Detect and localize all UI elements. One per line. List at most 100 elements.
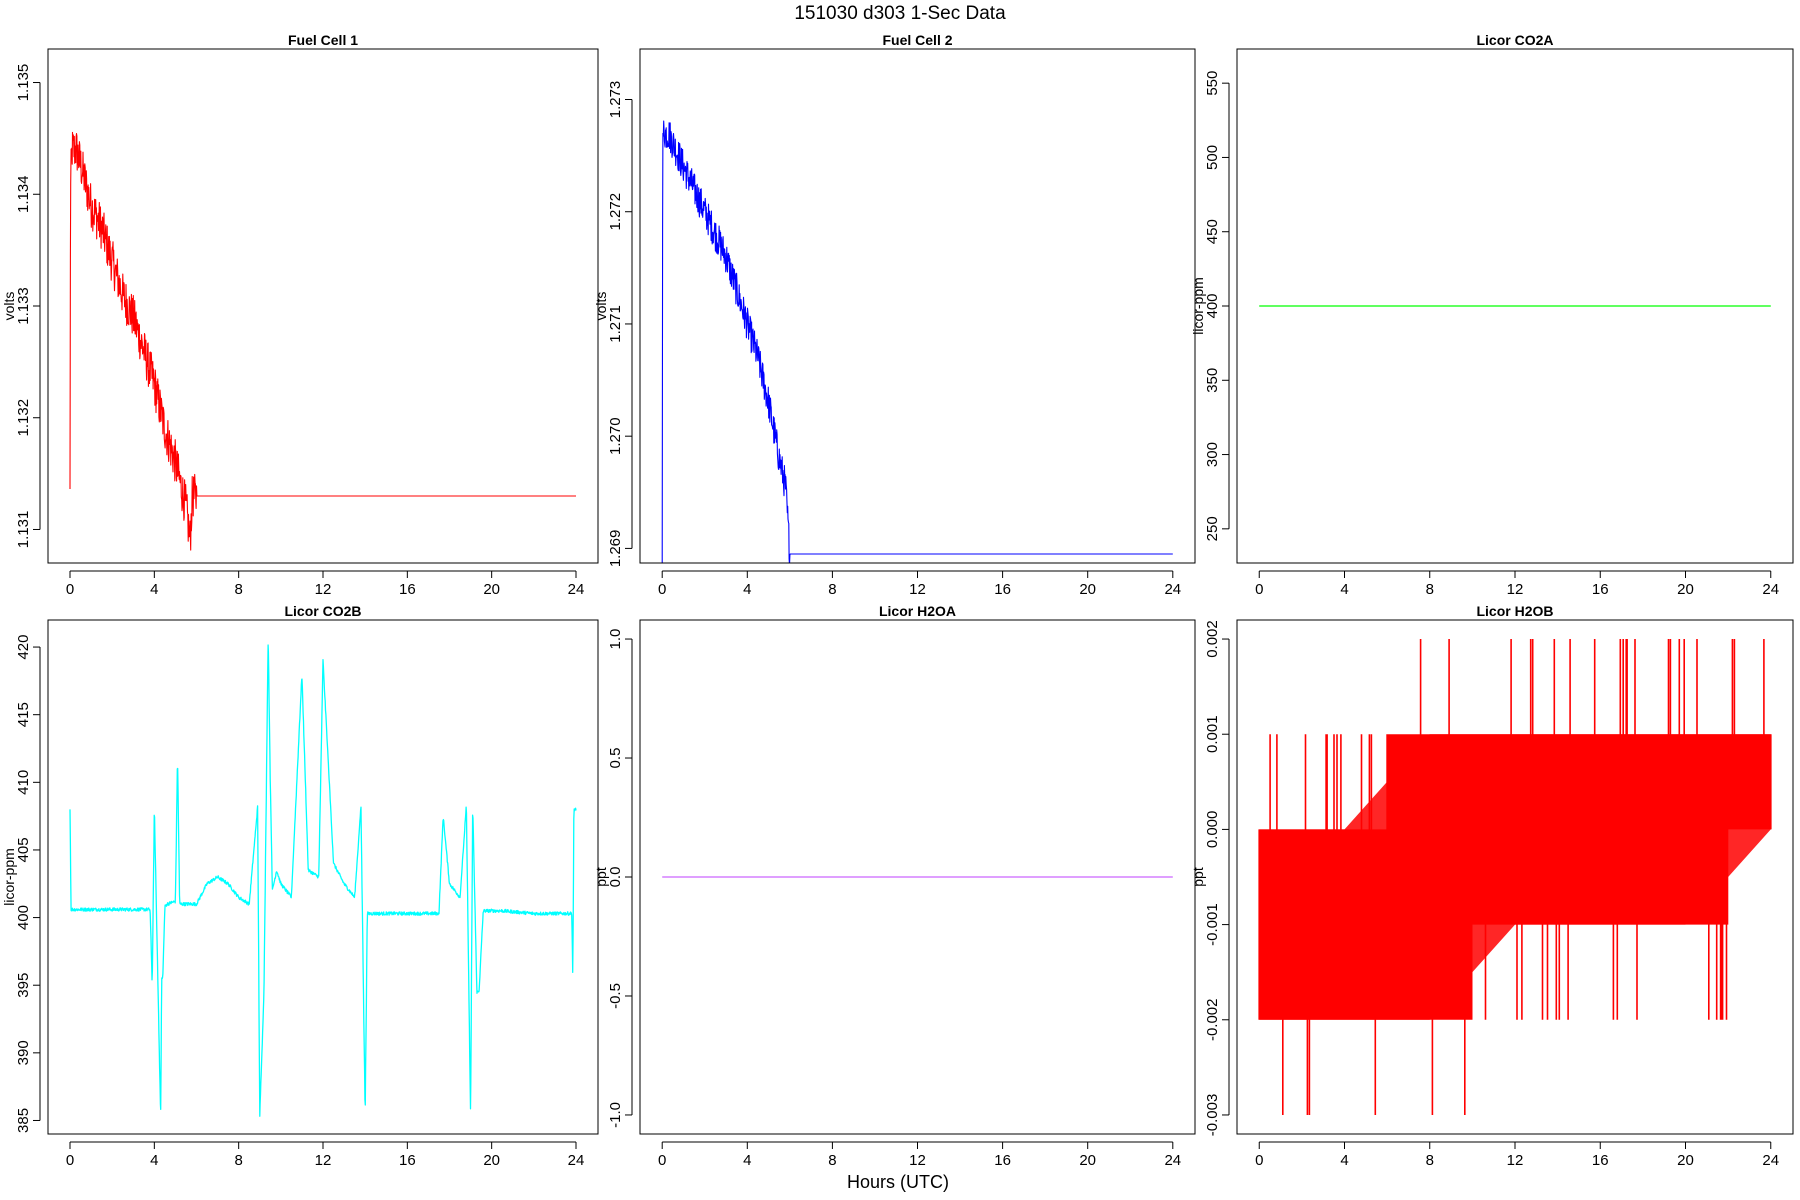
y-tick-label: 0.002 (1204, 620, 1221, 658)
x-tick-label: 20 (1677, 581, 1694, 598)
y-tick-label: -0.003 (1204, 1094, 1221, 1137)
y-tick-label: 1.0 (607, 629, 624, 650)
chart-panel: Licor H2OA ppt 0 4 8 12 16 20 24 -1.0 -0.5 0.0 0.5 1.… (593, 603, 1196, 1169)
x-tick-label: 4 (150, 581, 158, 598)
x-tick-label: 20 (483, 1152, 500, 1169)
plot-frame (639, 48, 1196, 564)
y-tick-label: 450 (1204, 219, 1221, 244)
chart-panel: Licor CO2B licor-ppm 0 4 8 12 16 20 24 385 390 395 4… (1, 603, 599, 1169)
y-tick-label: 420 (15, 635, 32, 660)
x-tick-label: 16 (1592, 581, 1609, 598)
y-tick-label: 500 (1204, 145, 1221, 170)
y-tick-label: 1.269 (607, 530, 624, 568)
plot-frame (47, 619, 599, 1135)
x-tick-label: 0 (66, 1152, 74, 1169)
chart-panel: Licor H2OB ppt 0 4 8 12 16 20 24 -0.003 -0.002 -0.0… (1190, 603, 1794, 1169)
plot-frame (639, 619, 1196, 1135)
y-tick-label: 390 (15, 1040, 32, 1065)
y-axis-label: licor-ppm (1, 848, 17, 906)
x-tick-label: 0 (1255, 581, 1263, 598)
plot-frame (1236, 619, 1794, 1135)
x-tick-label: 12 (1507, 581, 1524, 598)
x-tick-label: 16 (994, 1152, 1011, 1169)
y-tick-label: 1.133 (15, 287, 32, 325)
y-axis-label: licor-ppm (1190, 277, 1206, 335)
y-tick-label: 0.0 (607, 867, 624, 888)
y-tick-label: 1.270 (607, 417, 624, 455)
x-tick-label: 24 (1762, 581, 1779, 598)
y-tick-label: -1.0 (607, 1102, 624, 1128)
plot-area (69, 644, 577, 1117)
x-tick-label: 4 (743, 581, 751, 598)
x-tick-label: 24 (1762, 1152, 1779, 1169)
chart-title: Licor H2OA (879, 603, 956, 619)
y-tick-label: 0.5 (607, 748, 624, 769)
y-tick-label: 395 (15, 973, 32, 998)
x-tick-label: 20 (1677, 1152, 1694, 1169)
y-tick-label: 385 (15, 1108, 32, 1133)
x-tick-label: 8 (1426, 581, 1434, 598)
x-tick-label: 0 (658, 1152, 666, 1169)
x-tick-label: 0 (658, 581, 666, 598)
plot-frame (1236, 48, 1794, 564)
chart-panel: Fuel Cell 2 volts 0 4 8 12 16 20 24 1.269 1.270 1.2… (593, 32, 1196, 598)
data-band (1259, 734, 1771, 1020)
y-axis-label: ppt (593, 867, 609, 887)
data-series (69, 131, 577, 551)
x-tick-label: 4 (150, 1152, 158, 1169)
chart-title: Licor CO2A (1476, 32, 1553, 48)
x-tick-label: 4 (1340, 1152, 1348, 1169)
x-tick-label: 8 (828, 1152, 836, 1169)
x-tick-label: 8 (1426, 1152, 1434, 1169)
chart-panel: Licor CO2A licor-ppm 0 4 8 12 16 20 24 250 300 350 4… (1190, 32, 1794, 598)
chart-title: Licor H2OB (1476, 603, 1553, 619)
y-axis-label: volts (593, 292, 609, 321)
y-tick-label: 550 (1204, 71, 1221, 96)
y-tick-label: 250 (1204, 516, 1221, 541)
x-tick-label: 4 (1340, 581, 1348, 598)
x-tick-label: 0 (1255, 1152, 1263, 1169)
y-tick-label: 400 (1204, 293, 1221, 318)
data-series (69, 644, 577, 1117)
x-tick-label: 20 (483, 581, 500, 598)
y-axis-label: ppt (1190, 867, 1206, 887)
y-tick-label: 410 (15, 770, 32, 795)
x-tick-label: 12 (909, 1152, 926, 1169)
x-tick-label: 16 (994, 581, 1011, 598)
y-tick-label: -0.5 (607, 983, 624, 1009)
y-tick-label: 1.271 (607, 305, 624, 343)
y-tick-label: 400 (15, 905, 32, 930)
plot-area (661, 120, 1173, 563)
data-series (661, 120, 1173, 563)
plot-area (69, 131, 577, 551)
x-tick-label: 24 (568, 581, 585, 598)
y-tick-label: 0.001 (1204, 715, 1221, 753)
plot-area (1258, 639, 1772, 1115)
x-tick-label: 12 (315, 1152, 332, 1169)
y-tick-label: 1.131 (15, 511, 32, 549)
x-tick-label: 24 (1164, 1152, 1181, 1169)
y-tick-label: 0.000 (1204, 811, 1221, 849)
x-tick-label: 8 (234, 581, 242, 598)
chart-title: Licor CO2B (284, 603, 361, 619)
x-tick-label: 12 (909, 581, 926, 598)
x-tick-label: 12 (1507, 1152, 1524, 1169)
y-tick-label: 1.135 (15, 64, 32, 102)
y-tick-label: -0.002 (1204, 999, 1221, 1042)
y-tick-label: 1.272 (607, 193, 624, 231)
x-tick-label: 16 (1592, 1152, 1609, 1169)
x-tick-label: 20 (1079, 1152, 1096, 1169)
y-tick-label: 300 (1204, 442, 1221, 467)
chart-title: Fuel Cell 2 (882, 32, 952, 48)
x-tick-label: 16 (399, 1152, 416, 1169)
x-tick-label: 20 (1079, 581, 1096, 598)
y-axis-label: volts (1, 292, 17, 321)
x-tick-label: 12 (315, 581, 332, 598)
y-tick-label: 350 (1204, 368, 1221, 393)
x-tick-label: 4 (743, 1152, 751, 1169)
chart-panel: Fuel Cell 1 volts 0 4 8 12 16 20 24 1.131 1.132 1.1… (1, 32, 599, 598)
plot-frame (47, 48, 599, 564)
chart-title: Fuel Cell 1 (288, 32, 358, 48)
x-tick-label: 24 (1164, 581, 1181, 598)
